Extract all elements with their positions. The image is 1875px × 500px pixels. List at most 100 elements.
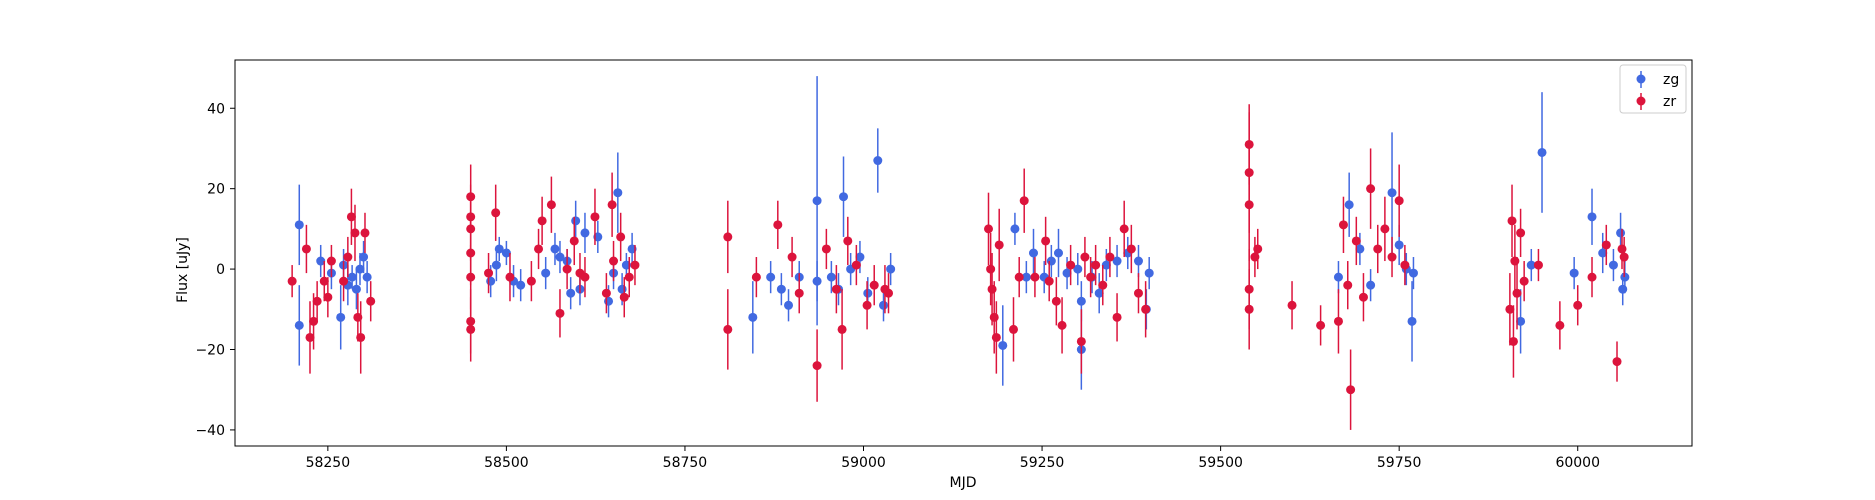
marker-zg-20	[555, 252, 565, 262]
data-point-zr-41	[624, 257, 634, 298]
marker-zr-81	[1119, 224, 1129, 234]
data-point-zr-103	[1387, 236, 1397, 278]
data-point-zr-76	[1086, 257, 1096, 298]
data-point-zg-1	[294, 285, 304, 366]
data-point-zr-102	[1380, 196, 1390, 262]
marker-zr-70	[1044, 276, 1054, 286]
data-point-zr-94	[1333, 289, 1343, 354]
data-point-zg-52	[1028, 228, 1038, 278]
marker-zg-59	[1076, 296, 1086, 306]
data-point-zg-20	[555, 240, 565, 274]
x-tick-label-7: 60000	[1555, 455, 1600, 471]
marker-zr-35	[590, 212, 600, 222]
marker-zr-43	[723, 232, 733, 242]
data-point-zr-107	[1507, 184, 1517, 258]
x-tick-label-3: 59000	[841, 455, 886, 471]
marker-zg-63	[1112, 256, 1122, 266]
data-point-zr-27	[534, 228, 544, 270]
data-point-zg-13	[491, 248, 501, 282]
data-point-zr-118	[1612, 341, 1622, 382]
data-point-zr-38	[609, 240, 619, 282]
data-point-zg-57	[1073, 253, 1083, 286]
marker-zg-79	[1537, 147, 1547, 157]
marker-zr-96	[1343, 280, 1353, 290]
marker-zr-105	[1400, 260, 1410, 270]
marker-zr-50	[821, 244, 831, 254]
marker-zg-83	[1608, 260, 1618, 270]
marker-zr-7	[326, 256, 336, 266]
data-point-zr-114	[1555, 301, 1565, 350]
data-point-zr-67	[1019, 168, 1029, 233]
marker-zr-66	[1014, 272, 1024, 282]
marker-zr-107	[1507, 216, 1517, 226]
marker-zr-95	[1338, 220, 1348, 230]
data-point-zr-22	[466, 297, 476, 362]
data-point-zg-54	[1046, 244, 1056, 278]
marker-zr-101	[1373, 244, 1383, 254]
data-point-zg-10	[359, 240, 369, 274]
marker-zr-111	[1516, 228, 1526, 238]
marker-zr-59	[983, 224, 993, 234]
data-point-zr-83	[1133, 273, 1143, 314]
marker-zr-14	[360, 228, 370, 238]
marker-zg-34	[766, 272, 776, 282]
marker-zg-69	[1344, 200, 1354, 210]
data-point-zr-73	[1066, 244, 1076, 286]
data-point-zr-58	[884, 273, 894, 314]
data-point-zr-8	[339, 261, 349, 302]
marker-zr-51	[831, 284, 841, 294]
data-point-zg-47	[879, 289, 889, 322]
data-point-zr-120	[1619, 236, 1629, 278]
data-point-zr-28	[537, 196, 547, 245]
data-point-zg-80	[1569, 257, 1579, 290]
marker-zr-100	[1366, 184, 1376, 194]
y-tick-label-3: 20	[207, 182, 225, 198]
data-point-zr-70	[1044, 261, 1054, 302]
legend-marker-zr	[1636, 96, 1646, 106]
data-point-zg-14	[494, 236, 504, 262]
data-point-zr-64	[994, 208, 1004, 282]
marker-zg-82	[1598, 248, 1608, 258]
marker-zr-84	[1141, 304, 1151, 314]
data-point-zr-15	[366, 281, 376, 322]
marker-zr-72	[1057, 320, 1067, 330]
marker-zr-99	[1358, 292, 1368, 302]
marker-zr-27	[534, 244, 544, 254]
marker-zr-75	[1080, 252, 1090, 262]
data-point-zg-25	[580, 212, 590, 253]
marker-zr-108	[1508, 336, 1518, 346]
marker-zr-20	[466, 272, 476, 282]
marker-zr-25	[505, 272, 515, 282]
data-point-zg-40	[826, 261, 836, 294]
data-point-zr-50	[821, 228, 831, 270]
marker-zr-68	[1030, 272, 1040, 282]
data-point-zr-111	[1516, 208, 1526, 258]
marker-zr-104	[1394, 196, 1404, 206]
data-point-zr-101	[1373, 224, 1383, 274]
marker-zg-22	[566, 288, 576, 298]
marker-zr-38	[609, 256, 619, 266]
data-layer	[287, 76, 1630, 430]
marker-zr-6	[323, 292, 333, 302]
legend-marker-zg	[1636, 74, 1646, 84]
data-point-zr-14	[360, 212, 370, 253]
marker-zg-23	[571, 216, 581, 226]
data-point-zr-13	[356, 301, 366, 374]
y-tick-label-2: 0	[216, 262, 225, 278]
marker-zg-27	[604, 296, 614, 306]
data-point-zr-98	[1351, 216, 1361, 266]
data-point-zr-24	[491, 184, 501, 241]
marker-zr-87	[1244, 139, 1254, 149]
marker-zg-30	[617, 284, 627, 294]
data-point-zg-18	[541, 257, 551, 290]
data-point-zr-81	[1119, 200, 1129, 258]
marker-zr-94	[1333, 316, 1343, 326]
marker-zg-15	[501, 248, 511, 258]
data-point-zr-35	[590, 188, 600, 245]
marker-zr-55	[862, 300, 872, 310]
marker-zg-11	[362, 272, 372, 282]
marker-zr-82	[1126, 244, 1136, 254]
data-point-zr-36	[601, 273, 611, 314]
marker-zr-56	[869, 280, 879, 290]
